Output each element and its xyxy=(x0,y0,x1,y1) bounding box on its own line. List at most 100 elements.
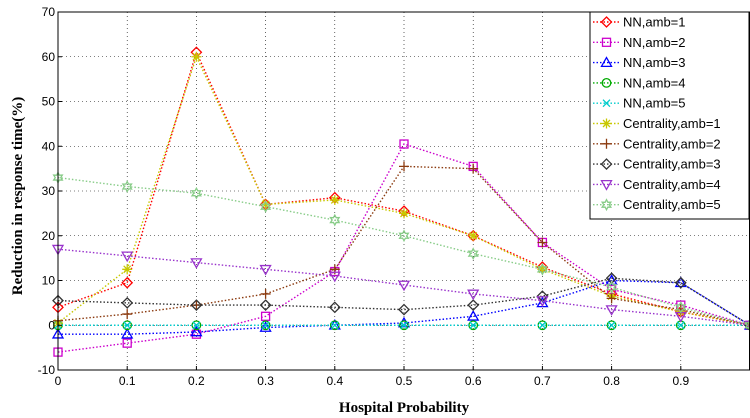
data-point xyxy=(121,251,134,263)
legend-label: NN,amb=2 xyxy=(623,35,686,50)
data-point xyxy=(674,276,687,289)
data-point xyxy=(744,318,750,332)
legend-item: Centrality,amb=4 xyxy=(593,177,721,192)
x-tick-label: 0.6 xyxy=(465,374,482,388)
x-tick-label: 0.7 xyxy=(534,374,551,388)
legend-marker xyxy=(601,78,612,88)
data-point xyxy=(191,51,202,62)
y-axis-label: Reduction in response time(%) xyxy=(10,97,26,295)
series-line xyxy=(57,50,750,326)
data-point xyxy=(261,321,270,330)
data-point xyxy=(260,200,272,214)
data-point xyxy=(122,338,132,348)
series-line xyxy=(57,54,750,326)
y-tick-label: 30 xyxy=(42,184,56,198)
legend-label: NN,amb=4 xyxy=(623,75,686,90)
data-point xyxy=(328,271,341,283)
data-point xyxy=(397,280,411,292)
data-point xyxy=(260,288,271,299)
legend-marker xyxy=(601,138,612,149)
data-point xyxy=(538,321,547,330)
legend-label: Centrality,amb=4 xyxy=(623,177,721,192)
y-tick-label: 60 xyxy=(42,50,56,64)
data-point xyxy=(676,321,685,330)
legend-item: NN,amb=4 xyxy=(593,75,686,90)
legend-item: NN,amb=1 xyxy=(593,15,686,30)
data-point xyxy=(605,305,618,316)
data-point xyxy=(536,262,548,276)
data-point xyxy=(467,289,480,301)
data-point xyxy=(398,303,410,316)
y-tick-label: 70 xyxy=(42,5,56,19)
legend-label: NN,amb=5 xyxy=(623,96,686,111)
data-point xyxy=(399,208,409,219)
legend: NN,amb=1 NN,amb=2 NN,amb=3 NN,amb=4 NN,amb=5… xyxy=(589,11,750,220)
y-tick-label: 0 xyxy=(48,318,55,332)
legend-label: Centrality,amb=5 xyxy=(623,197,721,212)
legend-box xyxy=(589,11,750,220)
x-tick-label: 0.3 xyxy=(257,374,274,388)
x-tick-label: 0.5 xyxy=(396,374,413,388)
data-point xyxy=(328,301,341,314)
legend-item: NN,amb=2 xyxy=(593,35,686,50)
data-point xyxy=(190,258,203,269)
x-tick-label: 0.8 xyxy=(603,374,620,388)
data-point xyxy=(537,237,548,248)
data-point xyxy=(329,194,340,205)
legend-label: NN,amb=1 xyxy=(623,15,686,30)
data-point xyxy=(467,299,480,312)
series-line xyxy=(57,176,750,326)
data-point xyxy=(330,321,339,330)
data-point xyxy=(469,321,478,330)
series-line xyxy=(57,143,750,353)
data-point xyxy=(121,327,134,339)
legend-marker xyxy=(602,99,611,108)
data-point xyxy=(122,309,133,320)
legend-item: Centrality,amb=1 xyxy=(593,116,721,131)
legend-label: Centrality,amb=1 xyxy=(623,116,721,131)
legend-marker xyxy=(600,56,613,67)
y-tick-label: 50 xyxy=(42,95,56,109)
data-point xyxy=(398,229,410,243)
data-point xyxy=(259,264,272,276)
series-Centrality,amb=5 xyxy=(52,171,750,332)
series-layer xyxy=(51,46,750,357)
data-point xyxy=(399,161,409,172)
legend-marker xyxy=(600,179,613,191)
series-line xyxy=(57,248,750,326)
data-point xyxy=(122,320,133,331)
x-tick-label: 0.2 xyxy=(188,374,205,388)
data-point xyxy=(675,300,687,314)
legend-marker xyxy=(600,16,613,28)
series-line xyxy=(58,279,750,335)
data-point xyxy=(121,180,133,193)
data-point xyxy=(606,280,618,294)
legend-item: Centrality,amb=3 xyxy=(593,157,721,172)
legend-item: NN,amb=5 xyxy=(593,96,686,111)
ticks: 0 0.1 0.2 0.3 0.4 0.5 0.6 0.7 0.8 0.9-10010203040… xyxy=(38,5,690,388)
x-tick-label: 0.1 xyxy=(119,374,136,388)
data-point xyxy=(329,213,341,227)
y-tick-label: -10 xyxy=(38,363,56,377)
series-Centrality,amb=4 xyxy=(51,244,750,332)
legend-item: Centrality,amb=2 xyxy=(593,136,721,151)
data-point xyxy=(190,186,202,200)
data-point xyxy=(121,296,134,309)
legend-item: NN,amb=3 xyxy=(593,55,686,70)
legend-label: Centrality,amb=2 xyxy=(623,136,721,151)
data-point xyxy=(121,276,134,289)
data-point xyxy=(190,325,203,337)
legend-label: Centrality,amb=3 xyxy=(623,157,721,172)
y-tick-label: 40 xyxy=(42,139,56,153)
data-point xyxy=(260,199,271,210)
y-tick-label: 10 xyxy=(42,274,56,288)
y-tick-label: 20 xyxy=(42,229,56,243)
data-point xyxy=(190,299,203,312)
data-point xyxy=(123,321,132,330)
legend-marker xyxy=(601,37,612,47)
data-point xyxy=(607,321,616,330)
data-point xyxy=(467,309,480,321)
data-point xyxy=(536,296,549,307)
data-point xyxy=(259,299,272,312)
